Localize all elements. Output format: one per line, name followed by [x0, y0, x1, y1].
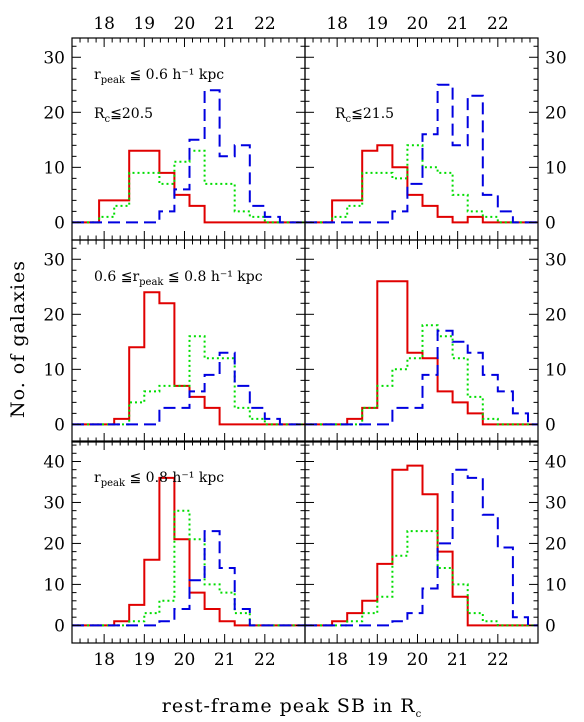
x-tick-label: 21 [447, 14, 469, 34]
row-label-main: 0.6 ≦r [94, 269, 139, 285]
series-0-step-line [305, 280, 538, 426]
series-2-step-line [305, 468, 538, 627]
panel-r2-c1: 0 10 20 30 40 18 19 20 21 22 [304, 440, 567, 670]
x-tick-label: 21 [447, 650, 469, 670]
row-label: rpeak ≦ 0.6 h⁻¹ kpc [94, 67, 224, 86]
x-tick-label: 18 [326, 650, 348, 670]
x-tick-label: 21 [214, 650, 236, 670]
row-label-main: r [94, 470, 101, 486]
series-1-step-line [305, 324, 538, 426]
column-label-subscript: c [105, 114, 111, 125]
series-0-step-line [305, 464, 538, 627]
x-tick-label: 19 [133, 14, 155, 34]
panel-r0-c0: 0 10 20 30 18 19 20 21 22 rpeak ≦ 0.6 h⁻¹ kpc Rc≦2… [43, 14, 306, 241]
row-label-subscript: peak [101, 75, 126, 86]
panel-r2-c0: 0 10 20 30 40 18 19 20 21 22 rpeak ≦ 0.8 h⁻¹ kpc [43, 440, 306, 670]
y-tick-label: 30 [545, 250, 567, 270]
column-label: Rc≦20.5 [94, 106, 153, 125]
column-label-subscript: c [346, 114, 352, 125]
y-tick-label: 30 [545, 493, 567, 513]
y-tick-label: 0 [54, 616, 65, 636]
x-tick-label: 22 [487, 14, 509, 34]
column-label-rest: ≦21.5 [351, 106, 394, 122]
x-tick-label: 19 [366, 14, 388, 34]
y-tick-label: 40 [545, 452, 567, 472]
column-label: Rc≦21.5 [335, 106, 394, 125]
y-tick-label: 20 [43, 103, 65, 123]
row-label-subscript: peak [101, 478, 126, 489]
row-label-rest: ≦ 0.6 h⁻¹ kpc [125, 67, 224, 83]
x-tick-label: 18 [93, 650, 115, 670]
y-tick-label: 20 [545, 534, 567, 554]
row-label-rest: ≦ 0.8 h⁻¹ kpc [125, 470, 224, 486]
series-2-step-line [72, 530, 305, 627]
y-tick-label: 30 [43, 48, 65, 68]
panel-frame [304, 239, 539, 443]
series-2-step-line [305, 83, 538, 224]
x-tick-label: 19 [366, 650, 388, 670]
y-tick-label: 20 [43, 305, 65, 325]
panel-r1-c0: 0 10 20 30 0.6 ≦rpeak ≦ 0.8 h⁻¹ kpc [43, 239, 306, 443]
column-label-rest: ≦20.5 [110, 106, 153, 122]
y-tick-label: 10 [545, 575, 567, 595]
y-axis-title: No. of galaxies [7, 260, 29, 418]
x-axis-title-main: rest-frame peak SB in R [162, 695, 416, 717]
x-tick-label: 20 [407, 14, 429, 34]
x-tick-label: 21 [214, 14, 236, 34]
series-2-step-line [72, 351, 305, 426]
x-tick-label: 18 [93, 14, 115, 34]
row-label-rest: ≦ 0.8 h⁻¹ kpc [163, 269, 262, 285]
y-tick-label: 0 [545, 616, 556, 636]
x-axis-title: rest-frame peak SB in Rc [162, 695, 422, 720]
y-tick-label: 20 [545, 305, 567, 325]
panel-r1-c1: 0 10 20 30 [304, 239, 567, 443]
y-tick-label: 10 [43, 575, 65, 595]
panel-r0-c1: 0 10 20 30 18 19 20 21 22 Rc≦21.5 [304, 14, 567, 241]
y-tick-label: 0 [54, 213, 65, 233]
y-tick-label: 30 [43, 250, 65, 270]
y-tick-label: 30 [545, 48, 567, 68]
series-0-step-line [305, 144, 538, 224]
x-axis-title-subscript: c [416, 709, 423, 720]
y-tick-label: 10 [43, 158, 65, 178]
x-tick-label: 22 [254, 14, 276, 34]
x-tick-label: 20 [174, 650, 196, 670]
series-0-step-line [72, 476, 305, 627]
series-1-step-line [305, 530, 538, 627]
y-tick-label: 20 [43, 534, 65, 554]
y-tick-label: 30 [43, 493, 65, 513]
row-label-main: r [94, 67, 101, 83]
panel-frame [304, 440, 539, 644]
column-label-main: R [335, 106, 346, 122]
series-1-step-line [72, 149, 305, 224]
y-tick-label: 40 [43, 452, 65, 472]
x-tick-label: 20 [174, 14, 196, 34]
x-tick-label: 19 [133, 650, 155, 670]
y-tick-label: 0 [545, 213, 556, 233]
row-label: 0.6 ≦rpeak ≦ 0.8 h⁻¹ kpc [94, 269, 263, 288]
y-tick-label: 20 [545, 103, 567, 123]
y-tick-label: 0 [545, 415, 556, 435]
y-tick-label: 10 [43, 360, 65, 380]
y-tick-label: 0 [54, 415, 65, 435]
x-tick-label: 22 [254, 650, 276, 670]
series-2-step-line [305, 329, 538, 426]
y-tick-label: 10 [545, 360, 567, 380]
x-tick-label: 20 [407, 650, 429, 670]
x-tick-label: 22 [487, 650, 509, 670]
x-tick-label: 18 [326, 14, 348, 34]
y-tick-label: 10 [545, 158, 567, 178]
row-label: rpeak ≦ 0.8 h⁻¹ kpc [94, 470, 224, 489]
row-label-subscript: peak [139, 277, 164, 288]
series-1-step-line [72, 335, 305, 426]
column-label-main: R [94, 106, 105, 122]
series-2-step-line [72, 89, 305, 224]
